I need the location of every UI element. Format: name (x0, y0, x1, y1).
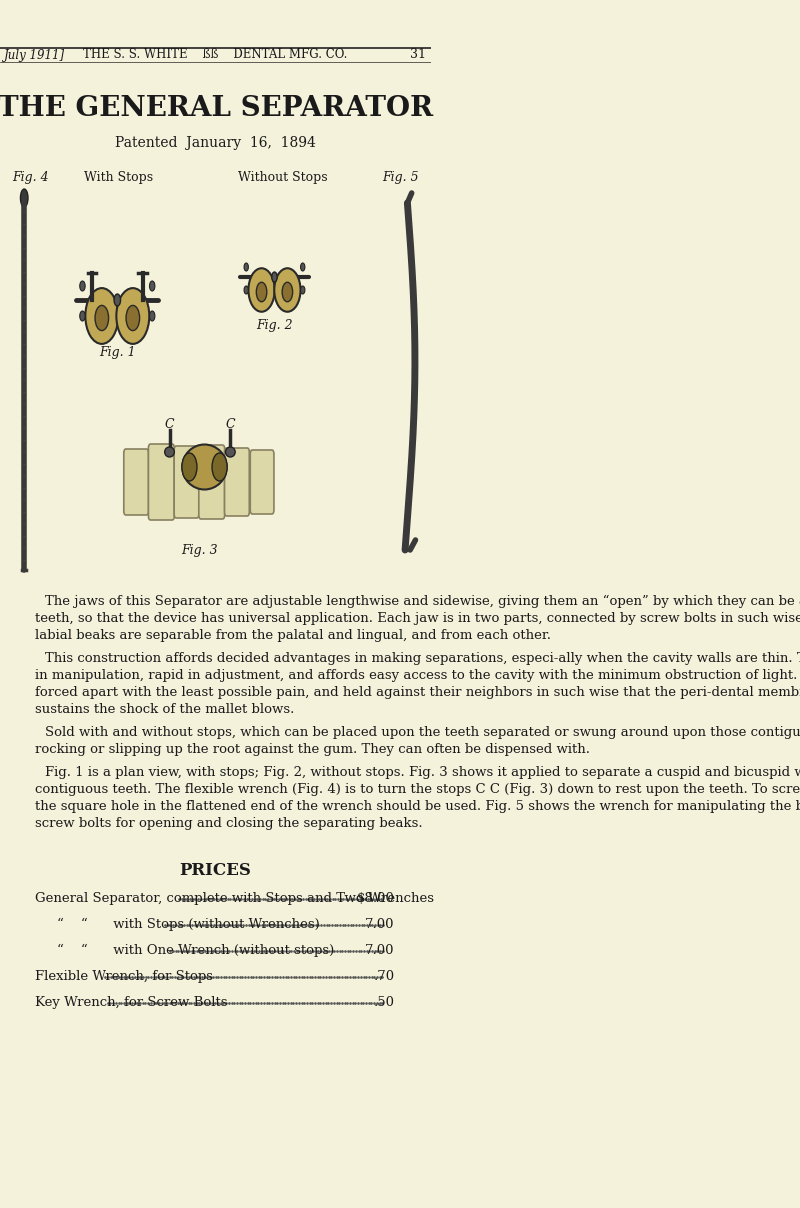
Ellipse shape (95, 306, 109, 331)
Circle shape (150, 310, 155, 321)
Ellipse shape (182, 453, 197, 481)
Text: THE GENERAL SEPARATOR: THE GENERAL SEPARATOR (0, 94, 433, 122)
Text: .70: .70 (374, 970, 394, 983)
Text: C: C (165, 418, 174, 430)
Text: the square hole in the flattened end of the wrench should be used. Fig. 5 shows : the square hole in the flattened end of … (35, 800, 800, 813)
FancyBboxPatch shape (124, 449, 149, 515)
Text: Fig. 2: Fig. 2 (256, 319, 293, 332)
Text: Fig. 4: Fig. 4 (12, 170, 49, 184)
Ellipse shape (256, 283, 267, 302)
Text: Fig. 1 is a plan view, with stops; Fig. 2, without stops. Fig. 3 shows it applie: Fig. 1 is a plan view, with stops; Fig. … (45, 766, 800, 779)
FancyBboxPatch shape (199, 445, 225, 519)
Text: “    “      with Stops (without Wrenches): “ “ with Stops (without Wrenches) (57, 918, 319, 931)
Text: General Separator, complete with Stops and Two Wrenches: General Separator, complete with Stops a… (35, 892, 434, 905)
Text: Sold with and without stops, which can be placed upon the teeth separated or swu: Sold with and without stops, which can b… (45, 726, 800, 739)
Text: THE S. S. WHITE    ßß    DENTAL MFG. CO.: THE S. S. WHITE ßß DENTAL MFG. CO. (83, 48, 347, 62)
Text: Fig. 1: Fig. 1 (99, 345, 136, 359)
Circle shape (301, 263, 305, 271)
Text: labial beaks are separable from the palatal and lingual, and from each other.: labial beaks are separable from the pala… (35, 629, 551, 641)
Text: rocking or slipping up the root against the gum. They can often be dispensed wit: rocking or slipping up the root against … (35, 743, 590, 756)
Text: 31: 31 (410, 48, 426, 62)
Text: teeth, so that the device has universal application. Each jaw is in two parts, c: teeth, so that the device has universal … (35, 612, 800, 625)
Circle shape (80, 310, 85, 321)
Ellipse shape (116, 288, 150, 344)
Circle shape (244, 263, 248, 271)
Circle shape (301, 286, 305, 294)
Ellipse shape (212, 453, 227, 481)
Text: C: C (226, 418, 235, 430)
Ellipse shape (165, 447, 174, 457)
Circle shape (150, 281, 155, 291)
FancyBboxPatch shape (174, 446, 199, 518)
Ellipse shape (272, 272, 277, 281)
Text: 7.00: 7.00 (365, 943, 394, 957)
Text: .50: .50 (374, 997, 394, 1009)
Circle shape (80, 281, 85, 291)
Ellipse shape (86, 288, 118, 344)
Text: Without Stops: Without Stops (238, 170, 327, 184)
Ellipse shape (114, 294, 121, 306)
Text: forced apart with the least possible pain, and held against their neighbors in s: forced apart with the least possible pai… (35, 686, 800, 699)
Text: Key Wrench, for Screw Bolts: Key Wrench, for Screw Bolts (35, 997, 227, 1009)
Text: contiguous teeth. The flexible wrench (Fig. 4) is to turn the stops C C (Fig. 3): contiguous teeth. The flexible wrench (F… (35, 783, 800, 796)
Text: sustains the shock of the mallet blows.: sustains the shock of the mallet blows. (35, 703, 294, 716)
Text: This construction affords decided advantages in making separations, especi-ally : This construction affords decided advant… (45, 652, 800, 664)
Circle shape (244, 286, 248, 294)
Ellipse shape (274, 268, 301, 312)
Text: Flexible Wrench, for Stops: Flexible Wrench, for Stops (35, 970, 213, 983)
Text: PRICES: PRICES (179, 863, 251, 879)
Text: “    “      with One Wrench (without stops): “ “ with One Wrench (without stops) (57, 943, 334, 957)
Ellipse shape (226, 447, 235, 457)
Text: in manipulation, rapid in adjustment, and affords easy access to the cavity with: in manipulation, rapid in adjustment, an… (35, 669, 800, 683)
FancyBboxPatch shape (225, 448, 250, 516)
Text: Fig. 5: Fig. 5 (382, 170, 418, 184)
FancyBboxPatch shape (149, 445, 174, 519)
FancyBboxPatch shape (250, 451, 274, 513)
Ellipse shape (282, 283, 293, 302)
Ellipse shape (126, 306, 140, 331)
Text: $8.00: $8.00 (357, 892, 394, 905)
Ellipse shape (21, 188, 28, 207)
Text: Patented  January  16,  1894: Patented January 16, 1894 (115, 137, 316, 150)
Text: Fig. 3: Fig. 3 (181, 544, 218, 557)
Text: 7.00: 7.00 (365, 918, 394, 931)
Text: July 1911]: July 1911] (4, 48, 66, 62)
Text: With Stops: With Stops (84, 170, 153, 184)
Text: screw bolts for opening and closing the separating beaks.: screw bolts for opening and closing the … (35, 817, 422, 830)
Ellipse shape (182, 445, 226, 489)
Ellipse shape (249, 268, 274, 312)
Text: The jaws of this Separator are adjustable lengthwise and sidewise, giving them a: The jaws of this Separator are adjustabl… (45, 596, 800, 609)
